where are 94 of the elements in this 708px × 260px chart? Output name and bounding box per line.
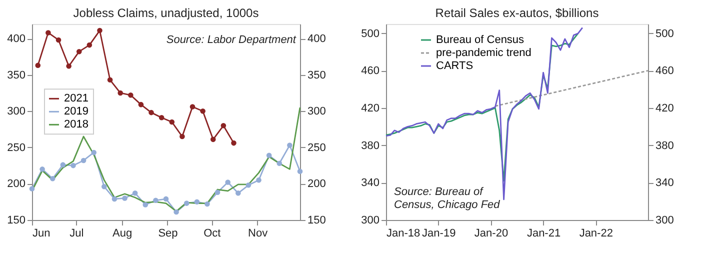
point bbox=[220, 122, 226, 128]
point bbox=[60, 162, 66, 168]
y2-tick-label: 460 bbox=[656, 65, 674, 78]
legend-label: 2019 bbox=[64, 106, 88, 118]
point bbox=[76, 48, 82, 54]
point bbox=[169, 119, 175, 125]
chart-title: Jobless Claims, unadjusted, 1000s bbox=[73, 6, 259, 20]
point bbox=[236, 190, 241, 196]
y-tick-label: 500 bbox=[361, 28, 380, 40]
x-tick-label: Jan-20 bbox=[474, 228, 508, 240]
point bbox=[122, 196, 128, 201]
legend-label: 2021 bbox=[64, 92, 88, 105]
x-tick-label: Jul bbox=[70, 228, 84, 240]
x-tick-label: Oct bbox=[204, 228, 221, 240]
y2-tick-label: 380 bbox=[656, 140, 674, 152]
point bbox=[214, 190, 220, 196]
point bbox=[50, 176, 56, 182]
y-tick-label: 350 bbox=[308, 69, 326, 82]
x-tick-label: Jan-22 bbox=[579, 228, 613, 240]
x-tick-label: Jan-19 bbox=[422, 228, 456, 240]
point bbox=[210, 136, 216, 142]
point bbox=[204, 201, 210, 207]
point bbox=[153, 198, 158, 204]
y-tick-label: 250 bbox=[308, 142, 326, 154]
point bbox=[287, 142, 292, 148]
point bbox=[194, 199, 200, 204]
y2-tick-label: 300 bbox=[7, 106, 26, 118]
point bbox=[35, 62, 41, 68]
point bbox=[163, 196, 169, 202]
legend-label: Bureau of Census bbox=[436, 34, 525, 46]
point bbox=[184, 200, 190, 206]
y-tick-label: 420 bbox=[361, 102, 380, 114]
point bbox=[297, 168, 303, 174]
x-tick-label: Jan-18 bbox=[386, 228, 420, 240]
y-tick-label: 380 bbox=[361, 140, 380, 152]
y2-tick-label: 300 bbox=[656, 214, 674, 226]
point bbox=[91, 150, 96, 156]
y-tick-label: 340 bbox=[361, 177, 380, 190]
point bbox=[246, 182, 252, 188]
y-tick-label: 300 bbox=[361, 214, 380, 226]
y-tick-label: 200 bbox=[308, 178, 326, 190]
point bbox=[128, 92, 134, 98]
x-tick-label: Jun bbox=[32, 228, 50, 240]
point bbox=[80, 158, 86, 164]
point bbox=[225, 180, 230, 185]
point bbox=[158, 115, 164, 120]
point bbox=[190, 104, 196, 110]
legend-label: 2018 bbox=[64, 118, 88, 131]
x-tick-label: Nov bbox=[248, 228, 268, 240]
x-tick-label: Aug bbox=[112, 228, 132, 240]
point bbox=[102, 184, 107, 190]
point bbox=[46, 30, 51, 36]
y2-tick-label: 500 bbox=[656, 28, 674, 40]
legend-label: CARTS bbox=[436, 60, 474, 72]
y2-tick-label: 200 bbox=[7, 178, 26, 190]
point bbox=[138, 102, 144, 108]
y2-tick-label: 250 bbox=[7, 142, 26, 154]
point bbox=[107, 77, 113, 83]
y-tick-label: 150 bbox=[308, 214, 326, 226]
point bbox=[112, 196, 118, 202]
point bbox=[66, 63, 72, 69]
y-tick-label: 460 bbox=[361, 65, 380, 78]
line-series bbox=[385, 27, 584, 200]
point bbox=[56, 37, 62, 43]
point bbox=[148, 110, 154, 116]
point bbox=[97, 28, 102, 34]
line-series bbox=[385, 32, 579, 182]
point bbox=[86, 42, 92, 48]
y2-tick-label: 400 bbox=[7, 33, 26, 46]
annotation: Source: Bureau of Census, Chicago Fed bbox=[394, 186, 501, 211]
point bbox=[231, 140, 236, 146]
y-tick-label: 400 bbox=[308, 33, 326, 46]
point bbox=[180, 134, 185, 140]
chart-title: Retail Sales ex-autos, $billions bbox=[435, 6, 599, 20]
annotation: Source: Labor Department bbox=[166, 34, 297, 46]
x-tick-label: Jan-21 bbox=[526, 228, 561, 240]
point bbox=[142, 202, 148, 208]
point bbox=[132, 190, 138, 196]
y-tick-label: 300 bbox=[308, 106, 326, 118]
y2-tick-label: 340 bbox=[656, 177, 674, 190]
y2-tick-label: 350 bbox=[7, 69, 26, 82]
legend-label: pre-pandemic trend bbox=[436, 47, 532, 59]
point bbox=[276, 160, 282, 166]
point bbox=[29, 186, 35, 192]
y2-tick-label: 150 bbox=[7, 214, 26, 226]
point bbox=[70, 162, 76, 168]
x-tick-label: Sep bbox=[158, 228, 178, 240]
point bbox=[40, 166, 45, 172]
point bbox=[200, 108, 206, 114]
point bbox=[174, 209, 179, 215]
y2-tick-label: 420 bbox=[656, 102, 674, 114]
point bbox=[266, 152, 272, 158]
point bbox=[256, 177, 262, 183]
point bbox=[118, 90, 123, 96]
